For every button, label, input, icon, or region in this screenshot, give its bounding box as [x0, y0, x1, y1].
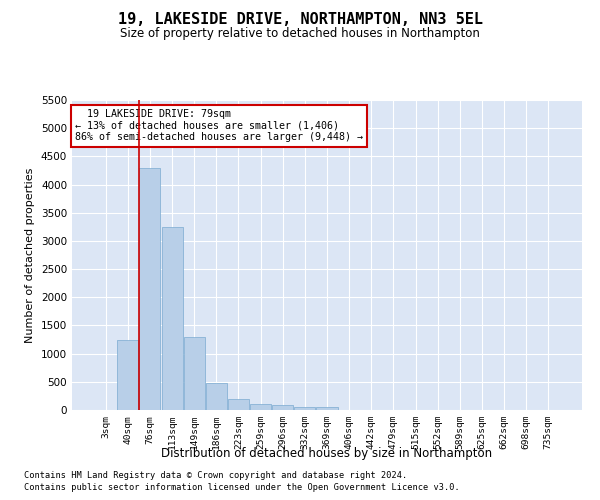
Bar	[161, 227, 182, 410]
Y-axis label: Number of detached properties: Number of detached properties	[25, 168, 35, 342]
Bar	[228, 398, 249, 410]
Text: Contains HM Land Registry data © Crown copyright and database right 2024.: Contains HM Land Registry data © Crown c…	[24, 471, 407, 480]
Bar	[316, 407, 338, 410]
Bar	[139, 168, 160, 410]
Bar	[272, 406, 293, 410]
Bar	[118, 340, 139, 410]
Text: 19 LAKESIDE DRIVE: 79sqm
← 13% of detached houses are smaller (1,406)
86% of sem: 19 LAKESIDE DRIVE: 79sqm ← 13% of detach…	[74, 110, 362, 142]
Bar	[184, 336, 205, 410]
Text: Distribution of detached houses by size in Northampton: Distribution of detached houses by size …	[161, 448, 493, 460]
Bar	[295, 407, 316, 410]
Bar	[206, 383, 227, 410]
Text: Size of property relative to detached houses in Northampton: Size of property relative to detached ho…	[120, 28, 480, 40]
Text: Contains public sector information licensed under the Open Government Licence v3: Contains public sector information licen…	[24, 484, 460, 492]
Text: 19, LAKESIDE DRIVE, NORTHAMPTON, NN3 5EL: 19, LAKESIDE DRIVE, NORTHAMPTON, NN3 5EL	[118, 12, 482, 28]
Bar	[250, 404, 271, 410]
